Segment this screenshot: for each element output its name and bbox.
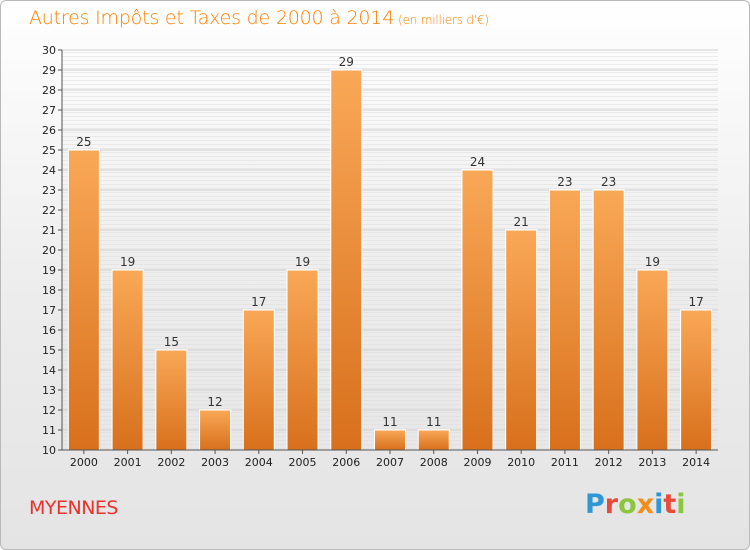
y-tick-label: 14 xyxy=(42,364,56,377)
data-label: 23 xyxy=(557,175,572,189)
bar xyxy=(286,269,319,451)
bar xyxy=(592,189,625,451)
y-tick-label: 20 xyxy=(42,244,56,257)
commune-name: MYENNES xyxy=(29,497,119,519)
bar xyxy=(330,69,363,451)
y-tick-label: 27 xyxy=(42,104,56,117)
logo-letter: x xyxy=(636,489,655,520)
x-tick-label: 2010 xyxy=(507,456,535,469)
y-tick-label: 24 xyxy=(42,164,56,177)
y-tick-label: 16 xyxy=(42,324,56,337)
logo-letter: i xyxy=(654,489,664,520)
data-label: 15 xyxy=(164,335,179,349)
bar xyxy=(417,429,450,451)
data-label: 29 xyxy=(339,55,354,69)
bar xyxy=(374,429,406,451)
y-tick-label: 30 xyxy=(42,44,56,57)
y-tick-label: 12 xyxy=(42,404,56,417)
data-label: 19 xyxy=(295,255,310,269)
data-label: 25 xyxy=(76,135,91,149)
chart-subtitle: (en milliers d'€) xyxy=(398,13,489,27)
y-tick-label: 13 xyxy=(42,384,56,397)
x-tick-label: 2006 xyxy=(332,456,360,469)
x-tick-label: 2011 xyxy=(551,456,579,469)
bar xyxy=(636,269,669,451)
data-label: 19 xyxy=(120,255,135,269)
data-label: 11 xyxy=(426,415,441,429)
bar xyxy=(548,189,581,451)
logo-letter: o xyxy=(618,489,637,520)
bar xyxy=(680,309,713,451)
y-tick-label: 28 xyxy=(42,84,56,97)
x-tick-label: 2007 xyxy=(376,456,404,469)
x-tick-label: 2012 xyxy=(595,456,623,469)
bar xyxy=(461,169,494,451)
y-tick-label: 11 xyxy=(42,424,56,437)
y-tick-label: 25 xyxy=(42,144,56,157)
y-tick-label: 29 xyxy=(42,64,56,77)
logo-letter: r xyxy=(604,489,619,520)
logo-letter: t xyxy=(663,489,677,520)
data-label: 12 xyxy=(207,395,222,409)
y-tick-label: 23 xyxy=(42,184,56,197)
logo-letter: P xyxy=(585,489,605,520)
bar xyxy=(505,229,538,451)
x-tick-label: 2001 xyxy=(114,456,142,469)
x-tick-label: 2003 xyxy=(201,456,229,469)
x-tick-label: 2004 xyxy=(245,456,273,469)
x-tick-label: 2008 xyxy=(420,456,448,469)
chart-title: Autres Impôts et Taxes de 2000 à 2014 (en… xyxy=(29,7,489,29)
x-tick-label: 2014 xyxy=(682,456,710,469)
y-tick-label: 15 xyxy=(42,344,56,357)
data-label: 17 xyxy=(251,295,266,309)
bar xyxy=(199,409,232,451)
x-tick-label: 2009 xyxy=(463,456,491,469)
x-tick-label: 2005 xyxy=(289,456,317,469)
data-label: 23 xyxy=(601,175,616,189)
x-tick-label: 2000 xyxy=(70,456,98,469)
y-tick-label: 22 xyxy=(42,204,56,217)
proxiti-logo: Proxiti xyxy=(585,489,686,520)
y-tick-label: 17 xyxy=(42,304,56,317)
y-tick-label: 21 xyxy=(42,224,56,237)
x-tick-label: 2013 xyxy=(638,456,666,469)
bar xyxy=(67,149,100,451)
bar xyxy=(111,269,144,451)
y-tick-label: 19 xyxy=(42,264,56,277)
data-label: 21 xyxy=(514,215,529,229)
y-tick-label: 10 xyxy=(42,444,56,457)
data-label: 17 xyxy=(688,295,703,309)
data-label: 24 xyxy=(470,155,485,169)
bar xyxy=(242,309,275,451)
y-tick-label: 18 xyxy=(42,284,56,297)
data-label: 19 xyxy=(645,255,660,269)
logo-letter: i xyxy=(676,489,686,520)
x-tick-label: 2002 xyxy=(157,456,185,469)
y-tick-label: 26 xyxy=(42,124,56,137)
bar xyxy=(155,349,188,451)
data-label: 11 xyxy=(382,415,397,429)
